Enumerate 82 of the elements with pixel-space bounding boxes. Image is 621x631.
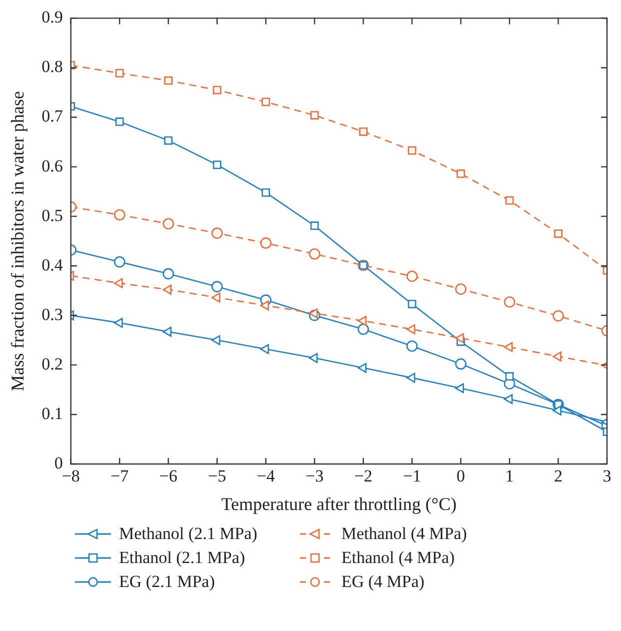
point bbox=[114, 318, 123, 328]
point bbox=[358, 316, 366, 326]
point bbox=[164, 136, 173, 145]
point bbox=[455, 358, 466, 370]
point bbox=[505, 196, 514, 205]
point bbox=[114, 256, 126, 268]
point bbox=[408, 146, 416, 155]
point bbox=[554, 229, 562, 238]
y-tick-label: 0.7 bbox=[42, 106, 64, 126]
point bbox=[456, 170, 465, 178]
x-axis-title: Temperature after throttling (°C) bbox=[221, 494, 457, 514]
point bbox=[260, 344, 269, 354]
point bbox=[504, 394, 513, 404]
point bbox=[552, 310, 564, 322]
y-tick-label: 0.5 bbox=[42, 206, 63, 225]
y-tick-label: 0.1 bbox=[42, 404, 63, 423]
point bbox=[115, 118, 124, 126]
legend-label: Methanol (2.1 MPa) bbox=[119, 524, 258, 544]
point bbox=[262, 188, 270, 197]
x-tick-label: −1 bbox=[402, 466, 422, 486]
point bbox=[552, 352, 562, 362]
point bbox=[211, 335, 220, 346]
point bbox=[212, 86, 222, 94]
point bbox=[406, 340, 418, 352]
point bbox=[308, 353, 318, 363]
point bbox=[308, 308, 318, 318]
legend-label: Ethanol (4 MPa) bbox=[341, 548, 455, 568]
point bbox=[406, 372, 416, 383]
legend-label: Ethanol (2.1 MPa) bbox=[119, 548, 246, 568]
y-tick-label: 0.8 bbox=[42, 57, 63, 76]
x-tick-label: −4 bbox=[256, 466, 276, 486]
x-tick-label: 2 bbox=[554, 466, 563, 486]
legend-label: Methanol (4 MPa) bbox=[341, 524, 467, 544]
point bbox=[260, 237, 272, 249]
point bbox=[212, 160, 222, 170]
x-tick-label: −6 bbox=[159, 466, 178, 486]
legend-label: EG (4 MPa) bbox=[341, 572, 424, 592]
x-tick-label: −2 bbox=[354, 466, 372, 486]
point bbox=[211, 228, 223, 239]
point bbox=[308, 248, 320, 260]
y-tick-label: 0.6 bbox=[42, 156, 63, 176]
point bbox=[211, 281, 223, 292]
point bbox=[455, 333, 464, 344]
point bbox=[162, 218, 174, 230]
point bbox=[162, 326, 172, 337]
y-tick-label: 0.9 bbox=[42, 8, 63, 27]
y-axis-title: Mass fraction of inhibitors in water phase bbox=[8, 91, 28, 392]
point bbox=[162, 268, 174, 280]
point bbox=[504, 296, 516, 308]
x-tick-label: −8 bbox=[62, 466, 80, 486]
point bbox=[358, 362, 366, 373]
legend-label: EG (2.1 MPa) bbox=[119, 572, 215, 592]
point bbox=[162, 284, 172, 295]
y-tick-label: 0 bbox=[54, 453, 63, 472]
point bbox=[262, 98, 270, 106]
point bbox=[358, 324, 369, 335]
point bbox=[359, 127, 368, 136]
point bbox=[211, 292, 220, 303]
x-tick-label: −3 bbox=[306, 466, 324, 486]
point bbox=[164, 76, 173, 85]
y-tick-label: 0.3 bbox=[42, 304, 63, 324]
point bbox=[114, 209, 126, 220]
point bbox=[552, 406, 562, 416]
point bbox=[406, 270, 418, 282]
point bbox=[455, 283, 466, 295]
x-tick-label: −5 bbox=[208, 466, 226, 486]
point bbox=[310, 111, 319, 120]
y-tick-label: 0.2 bbox=[42, 354, 63, 374]
point bbox=[455, 383, 464, 394]
x-tick-label: 0 bbox=[456, 466, 466, 486]
point bbox=[260, 300, 269, 310]
point bbox=[408, 300, 416, 308]
point bbox=[115, 68, 124, 78]
y-tick-label: 0.4 bbox=[42, 255, 64, 274]
x-tick-label: −7 bbox=[110, 466, 130, 486]
x-tick-label: 1 bbox=[505, 466, 514, 486]
x-tick-label: 3 bbox=[602, 466, 612, 486]
point bbox=[505, 372, 514, 381]
point bbox=[310, 222, 319, 230]
point bbox=[406, 324, 416, 334]
point bbox=[504, 342, 513, 352]
point bbox=[114, 278, 123, 288]
